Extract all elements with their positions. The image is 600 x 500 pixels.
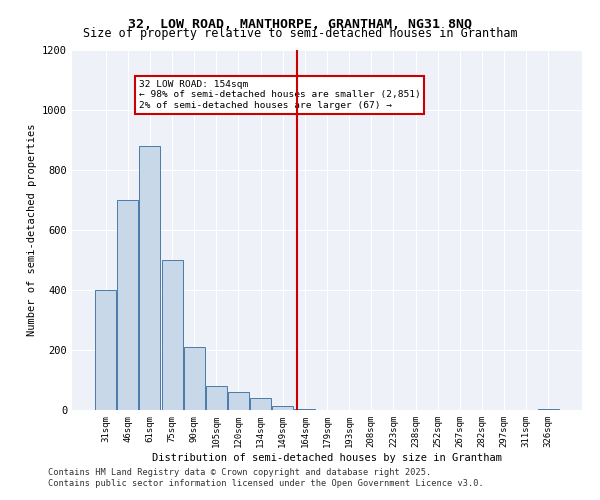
Text: Contains HM Land Registry data © Crown copyright and database right 2025.
Contai: Contains HM Land Registry data © Crown c… — [48, 468, 484, 487]
Bar — [228, 392, 249, 410]
Bar — [161, 260, 182, 410]
Bar — [538, 408, 559, 410]
Bar — [118, 200, 139, 410]
Bar — [95, 290, 116, 410]
X-axis label: Distribution of semi-detached houses by size in Grantham: Distribution of semi-detached houses by … — [152, 452, 502, 462]
Bar — [184, 347, 205, 410]
Bar — [139, 146, 160, 410]
Y-axis label: Number of semi-detached properties: Number of semi-detached properties — [26, 124, 37, 336]
Bar — [295, 408, 316, 410]
Bar — [272, 406, 293, 410]
Bar — [206, 386, 227, 410]
Text: Size of property relative to semi-detached houses in Grantham: Size of property relative to semi-detach… — [83, 28, 517, 40]
Text: 32 LOW ROAD: 154sqm
← 98% of semi-detached houses are smaller (2,851)
2% of semi: 32 LOW ROAD: 154sqm ← 98% of semi-detach… — [139, 80, 421, 110]
Bar — [250, 398, 271, 410]
Text: 32, LOW ROAD, MANTHORPE, GRANTHAM, NG31 8NQ: 32, LOW ROAD, MANTHORPE, GRANTHAM, NG31 … — [128, 18, 472, 30]
